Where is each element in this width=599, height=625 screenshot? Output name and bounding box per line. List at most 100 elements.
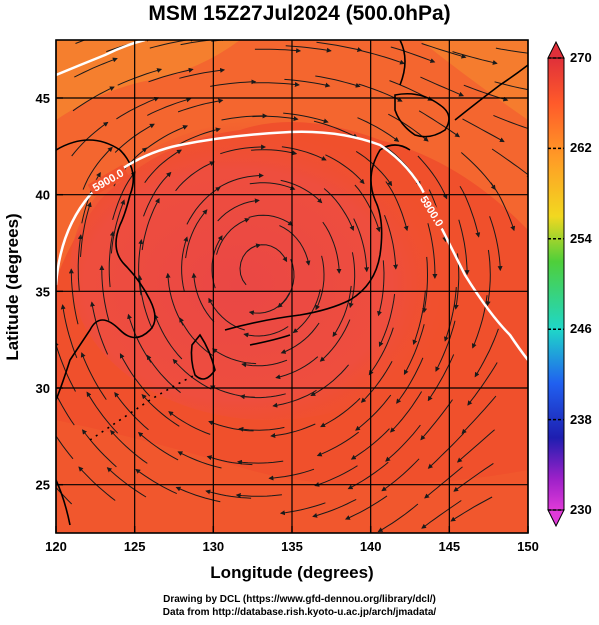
streamline xyxy=(285,45,332,53)
streamline xyxy=(56,486,73,505)
coast-sakhalin xyxy=(399,40,406,86)
colorbar-label-230: 230 xyxy=(570,502,592,517)
streamline xyxy=(117,68,163,86)
streamline xyxy=(238,426,285,432)
x-tick-label-135: 135 xyxy=(281,539,303,554)
streamline xyxy=(493,114,528,130)
streamline xyxy=(176,127,221,147)
streamline xyxy=(315,75,361,88)
colorbar-label-262: 262 xyxy=(570,140,592,155)
coast-kyushu xyxy=(190,333,216,380)
streamline xyxy=(252,115,299,122)
credits-line-2: Data from http://database.rish.kyoto-u.a… xyxy=(162,607,437,618)
streamline xyxy=(396,357,424,404)
streamline xyxy=(420,76,465,97)
field-warm-north xyxy=(56,40,528,280)
streamline xyxy=(443,287,457,342)
streamline xyxy=(141,197,160,251)
streamline xyxy=(206,455,253,466)
y-tick-label-40: 40 xyxy=(36,188,50,203)
y-tick-label-35: 35 xyxy=(36,284,50,299)
x-tick-label-130: 130 xyxy=(202,539,224,554)
streamline xyxy=(154,313,183,360)
streamline xyxy=(360,361,393,403)
streamline xyxy=(168,411,211,435)
streamline xyxy=(99,265,110,321)
streamline xyxy=(82,146,113,190)
streamline xyxy=(144,149,182,183)
streamline xyxy=(137,431,179,461)
streamline xyxy=(350,428,390,460)
streamline xyxy=(279,225,311,266)
streamline xyxy=(175,161,215,192)
streamline xyxy=(421,43,467,59)
streamline xyxy=(418,110,461,138)
streamline xyxy=(243,326,289,338)
y-tick-label-25: 25 xyxy=(36,478,50,493)
streamline xyxy=(435,320,456,372)
streamline xyxy=(279,502,326,516)
streamline xyxy=(491,148,528,178)
x-axis-ticks: 120 125 130 135 140 145 150 xyxy=(45,526,539,554)
colorbar-bar xyxy=(547,57,565,511)
credits: Drawing by DCL (https://www.gfd-dennou.o… xyxy=(0,593,599,619)
streamline xyxy=(147,97,192,116)
streamline xyxy=(377,503,419,532)
streamline xyxy=(80,201,92,257)
streamline xyxy=(177,451,222,469)
streamline xyxy=(235,492,282,498)
x-tick-label-120: 120 xyxy=(45,539,67,554)
coast-honshu xyxy=(224,144,411,331)
y-axis-ticks: 25 30 35 40 45 xyxy=(36,91,63,493)
streamline xyxy=(145,125,189,150)
streamline xyxy=(212,348,257,365)
streamline xyxy=(390,46,436,63)
streamline xyxy=(71,121,109,157)
streamline xyxy=(385,424,421,462)
streamline xyxy=(495,47,528,54)
streamline xyxy=(319,319,351,362)
streamline xyxy=(90,301,109,355)
streamline xyxy=(313,120,359,139)
streamline xyxy=(253,82,300,87)
streamline xyxy=(427,354,455,402)
streamline xyxy=(185,209,208,259)
streamline xyxy=(275,356,319,380)
streamline xyxy=(462,118,505,143)
x-axis-label: Longitude (degrees) xyxy=(210,563,373,582)
streamline xyxy=(417,155,448,200)
streamline xyxy=(217,198,260,222)
streamline xyxy=(412,290,426,346)
streamline xyxy=(403,324,425,375)
streamline xyxy=(272,389,317,408)
streamline xyxy=(220,144,267,155)
streamline xyxy=(427,223,438,279)
streamline xyxy=(421,500,462,529)
streamline xyxy=(165,272,184,326)
streamline xyxy=(490,182,516,232)
streamline xyxy=(149,40,196,49)
streamline xyxy=(180,40,227,46)
streamline xyxy=(420,399,453,441)
streamline xyxy=(60,304,78,358)
streamline xyxy=(459,185,481,238)
streamline xyxy=(422,256,429,314)
streamline xyxy=(315,255,325,311)
streamline xyxy=(108,230,115,288)
streamline xyxy=(458,219,470,276)
streamline xyxy=(368,327,394,376)
streamline xyxy=(179,67,226,79)
field-orange-ne xyxy=(420,40,528,120)
streamline xyxy=(246,244,288,263)
streamline xyxy=(110,429,148,464)
streamline xyxy=(381,458,420,492)
streamline xyxy=(310,364,349,396)
streamline xyxy=(218,173,264,188)
streamline xyxy=(110,199,126,254)
streamline xyxy=(460,152,496,191)
field-orange-nw xyxy=(56,40,240,120)
streamline xyxy=(353,218,370,273)
streamline xyxy=(56,340,76,392)
streamline xyxy=(456,429,495,463)
streamline xyxy=(216,218,250,255)
